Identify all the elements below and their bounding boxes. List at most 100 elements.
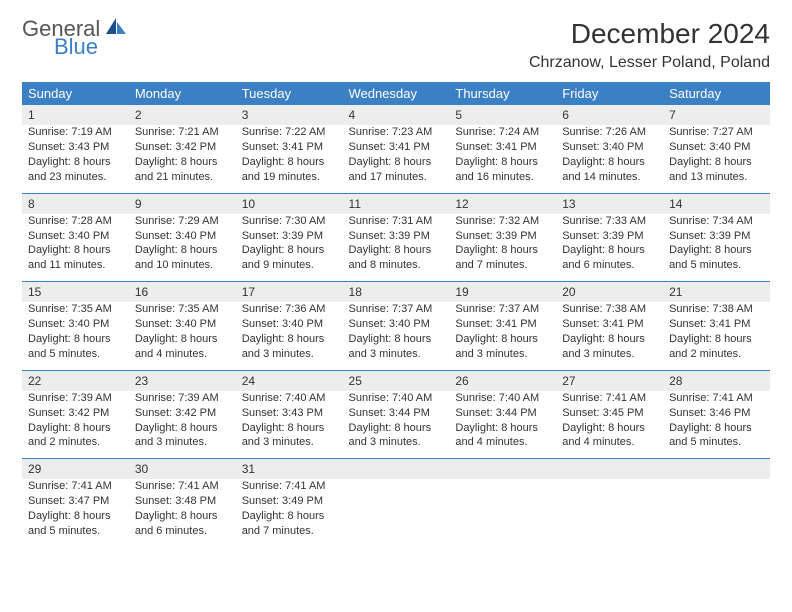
day-details: Sunrise: 7:23 AMSunset: 3:41 PMDaylight:… bbox=[343, 125, 450, 192]
empty-day-header bbox=[343, 458, 450, 479]
empty-day-header bbox=[449, 458, 556, 479]
day-number: 25 bbox=[343, 370, 450, 391]
sunrise-text: Sunrise: 7:41 AM bbox=[669, 391, 764, 406]
calendar-cell: 15Sunrise: 7:35 AMSunset: 3:40 PMDayligh… bbox=[22, 281, 129, 370]
day-number: 2 bbox=[129, 105, 236, 125]
day-header-row: Sunday Monday Tuesday Wednesday Thursday… bbox=[22, 82, 770, 105]
daylight-text: Daylight: 8 hours and 13 minutes. bbox=[669, 155, 764, 185]
day-details: Sunrise: 7:24 AMSunset: 3:41 PMDaylight:… bbox=[449, 125, 556, 192]
calendar-cell: 21Sunrise: 7:38 AMSunset: 3:41 PMDayligh… bbox=[663, 281, 770, 370]
sunset-text: Sunset: 3:39 PM bbox=[242, 229, 337, 244]
sunset-text: Sunset: 3:40 PM bbox=[669, 140, 764, 155]
sunset-text: Sunset: 3:40 PM bbox=[135, 229, 230, 244]
day-number: 26 bbox=[449, 370, 556, 391]
day-number: 30 bbox=[129, 458, 236, 479]
calendar-week: 1Sunrise: 7:19 AMSunset: 3:43 PMDaylight… bbox=[22, 105, 770, 193]
day-details: Sunrise: 7:27 AMSunset: 3:40 PMDaylight:… bbox=[663, 125, 770, 192]
sunset-text: Sunset: 3:40 PM bbox=[28, 317, 123, 332]
sunset-text: Sunset: 3:40 PM bbox=[28, 229, 123, 244]
calendar-cell: 11Sunrise: 7:31 AMSunset: 3:39 PMDayligh… bbox=[343, 193, 450, 282]
day-header: Saturday bbox=[663, 82, 770, 105]
empty-cell bbox=[343, 479, 450, 519]
location-text: Chrzanow, Lesser Poland, Poland bbox=[529, 54, 770, 72]
day-number: 20 bbox=[556, 281, 663, 302]
calendar-cell: 3Sunrise: 7:22 AMSunset: 3:41 PMDaylight… bbox=[236, 105, 343, 193]
day-header: Wednesday bbox=[343, 82, 450, 105]
calendar-cell: 22Sunrise: 7:39 AMSunset: 3:42 PMDayligh… bbox=[22, 370, 129, 459]
sunrise-text: Sunrise: 7:33 AM bbox=[562, 214, 657, 229]
sunset-text: Sunset: 3:39 PM bbox=[349, 229, 444, 244]
day-details: Sunrise: 7:33 AMSunset: 3:39 PMDaylight:… bbox=[556, 214, 663, 281]
day-number: 4 bbox=[343, 105, 450, 125]
sunset-text: Sunset: 3:40 PM bbox=[349, 317, 444, 332]
sunrise-text: Sunrise: 7:40 AM bbox=[455, 391, 550, 406]
day-details: Sunrise: 7:40 AMSunset: 3:44 PMDaylight:… bbox=[343, 391, 450, 458]
day-details: Sunrise: 7:35 AMSunset: 3:40 PMDaylight:… bbox=[129, 302, 236, 369]
day-details: Sunrise: 7:22 AMSunset: 3:41 PMDaylight:… bbox=[236, 125, 343, 192]
daylight-text: Daylight: 8 hours and 6 minutes. bbox=[135, 509, 230, 539]
day-details: Sunrise: 7:28 AMSunset: 3:40 PMDaylight:… bbox=[22, 214, 129, 281]
daylight-text: Daylight: 8 hours and 5 minutes. bbox=[669, 243, 764, 273]
calendar-cell: 30Sunrise: 7:41 AMSunset: 3:48 PMDayligh… bbox=[129, 458, 236, 547]
sunset-text: Sunset: 3:41 PM bbox=[562, 317, 657, 332]
day-details: Sunrise: 7:19 AMSunset: 3:43 PMDaylight:… bbox=[22, 125, 129, 192]
day-number: 11 bbox=[343, 193, 450, 214]
sunset-text: Sunset: 3:43 PM bbox=[242, 406, 337, 421]
calendar-week: 22Sunrise: 7:39 AMSunset: 3:42 PMDayligh… bbox=[22, 370, 770, 459]
empty-cell bbox=[556, 479, 663, 519]
day-details: Sunrise: 7:41 AMSunset: 3:46 PMDaylight:… bbox=[663, 391, 770, 458]
sunset-text: Sunset: 3:43 PM bbox=[28, 140, 123, 155]
brand-blue: Blue bbox=[54, 36, 128, 58]
sunrise-text: Sunrise: 7:35 AM bbox=[28, 302, 123, 317]
calendar-cell: 26Sunrise: 7:40 AMSunset: 3:44 PMDayligh… bbox=[449, 370, 556, 459]
calendar-cell: 20Sunrise: 7:38 AMSunset: 3:41 PMDayligh… bbox=[556, 281, 663, 370]
calendar-cell: 28Sunrise: 7:41 AMSunset: 3:46 PMDayligh… bbox=[663, 370, 770, 459]
sunrise-text: Sunrise: 7:41 AM bbox=[28, 479, 123, 494]
day-details: Sunrise: 7:41 AMSunset: 3:49 PMDaylight:… bbox=[236, 479, 343, 546]
sunset-text: Sunset: 3:39 PM bbox=[669, 229, 764, 244]
daylight-text: Daylight: 8 hours and 16 minutes. bbox=[455, 155, 550, 185]
daylight-text: Daylight: 8 hours and 17 minutes. bbox=[349, 155, 444, 185]
sunrise-text: Sunrise: 7:24 AM bbox=[455, 125, 550, 140]
daylight-text: Daylight: 8 hours and 21 minutes. bbox=[135, 155, 230, 185]
sunrise-text: Sunrise: 7:22 AM bbox=[242, 125, 337, 140]
calendar-cell bbox=[449, 458, 556, 547]
empty-day-header bbox=[663, 458, 770, 479]
sunrise-text: Sunrise: 7:19 AM bbox=[28, 125, 123, 140]
daylight-text: Daylight: 8 hours and 3 minutes. bbox=[349, 332, 444, 362]
day-details: Sunrise: 7:39 AMSunset: 3:42 PMDaylight:… bbox=[22, 391, 129, 458]
page-header: General Blue December 2024 Chrzanow, Les… bbox=[22, 18, 770, 72]
month-title: December 2024 bbox=[529, 18, 770, 50]
calendar-cell: 24Sunrise: 7:40 AMSunset: 3:43 PMDayligh… bbox=[236, 370, 343, 459]
sunrise-text: Sunrise: 7:37 AM bbox=[455, 302, 550, 317]
daylight-text: Daylight: 8 hours and 3 minutes. bbox=[242, 421, 337, 451]
sunrise-text: Sunrise: 7:31 AM bbox=[349, 214, 444, 229]
sunrise-text: Sunrise: 7:36 AM bbox=[242, 302, 337, 317]
sunrise-text: Sunrise: 7:29 AM bbox=[135, 214, 230, 229]
daylight-text: Daylight: 8 hours and 4 minutes. bbox=[562, 421, 657, 451]
sunrise-text: Sunrise: 7:38 AM bbox=[562, 302, 657, 317]
sunrise-text: Sunrise: 7:37 AM bbox=[349, 302, 444, 317]
calendar-cell: 2Sunrise: 7:21 AMSunset: 3:42 PMDaylight… bbox=[129, 105, 236, 193]
calendar-cell: 13Sunrise: 7:33 AMSunset: 3:39 PMDayligh… bbox=[556, 193, 663, 282]
day-header: Tuesday bbox=[236, 82, 343, 105]
sunset-text: Sunset: 3:39 PM bbox=[455, 229, 550, 244]
calendar-cell: 8Sunrise: 7:28 AMSunset: 3:40 PMDaylight… bbox=[22, 193, 129, 282]
calendar-cell: 5Sunrise: 7:24 AMSunset: 3:41 PMDaylight… bbox=[449, 105, 556, 193]
sunset-text: Sunset: 3:49 PM bbox=[242, 494, 337, 509]
sunrise-text: Sunrise: 7:40 AM bbox=[242, 391, 337, 406]
sunrise-text: Sunrise: 7:21 AM bbox=[135, 125, 230, 140]
day-details: Sunrise: 7:37 AMSunset: 3:41 PMDaylight:… bbox=[449, 302, 556, 369]
sunrise-text: Sunrise: 7:26 AM bbox=[562, 125, 657, 140]
calendar-cell: 27Sunrise: 7:41 AMSunset: 3:45 PMDayligh… bbox=[556, 370, 663, 459]
sunset-text: Sunset: 3:44 PM bbox=[349, 406, 444, 421]
daylight-text: Daylight: 8 hours and 14 minutes. bbox=[562, 155, 657, 185]
day-details: Sunrise: 7:37 AMSunset: 3:40 PMDaylight:… bbox=[343, 302, 450, 369]
daylight-text: Daylight: 8 hours and 8 minutes. bbox=[349, 243, 444, 273]
sunset-text: Sunset: 3:40 PM bbox=[135, 317, 230, 332]
calendar-cell: 1Sunrise: 7:19 AMSunset: 3:43 PMDaylight… bbox=[22, 105, 129, 193]
daylight-text: Daylight: 8 hours and 7 minutes. bbox=[455, 243, 550, 273]
sunset-text: Sunset: 3:47 PM bbox=[28, 494, 123, 509]
day-details: Sunrise: 7:21 AMSunset: 3:42 PMDaylight:… bbox=[129, 125, 236, 192]
sunrise-text: Sunrise: 7:28 AM bbox=[28, 214, 123, 229]
